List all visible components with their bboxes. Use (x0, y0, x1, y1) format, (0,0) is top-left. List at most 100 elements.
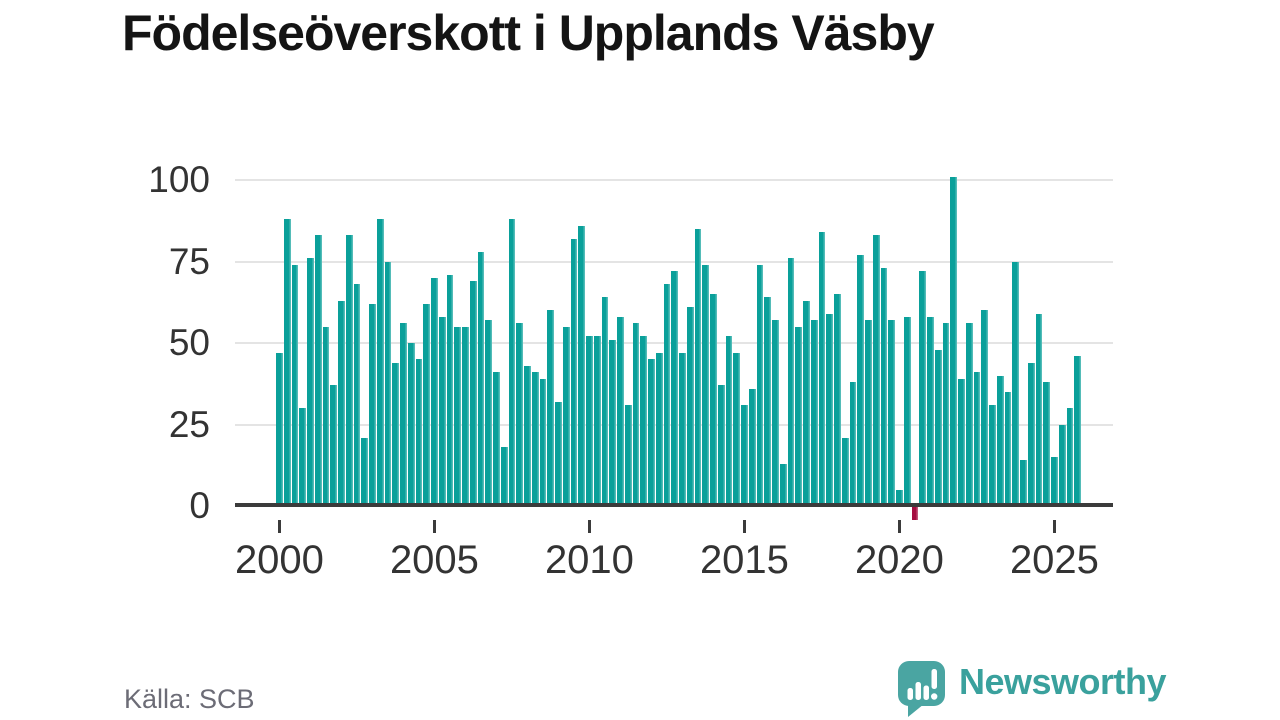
bar-2012-q2 (655, 352, 663, 506)
bar-2018-q2 (841, 437, 849, 506)
bar-2012-q1 (648, 359, 655, 506)
bar-2015-q2 (748, 388, 756, 506)
bar-2012-q3 (663, 284, 671, 506)
bar-2005-q2 (438, 316, 446, 506)
x-tick-2000 (277, 520, 281, 533)
bar-2014-q2 (717, 385, 725, 506)
bar-2015-q1 (741, 404, 748, 506)
bar-2009-q1 (555, 401, 562, 506)
bar-2023-q4 (1012, 261, 1020, 506)
bar-2005-q3 (446, 274, 454, 506)
bar-2006-q4 (485, 320, 493, 506)
bar-2022-q3 (973, 372, 981, 506)
bar-2000-q2 (283, 219, 291, 506)
bar-2000-q4 (299, 408, 307, 506)
bar-2018-q1 (834, 294, 841, 506)
bar-2001-q1 (307, 258, 314, 506)
bar-2024-q1 (1020, 460, 1027, 506)
bar-2005-q1 (431, 277, 438, 506)
x-axis-label-2010: 2010 (544, 538, 634, 582)
bar-2020-q4 (919, 271, 927, 506)
bar-2022-q1 (958, 378, 965, 506)
bar-2005-q4 (454, 326, 462, 506)
bar-2016-q4 (795, 326, 803, 506)
bar-2011-q4 (640, 336, 648, 506)
bar-2001-q4 (330, 385, 338, 506)
y-axis-label-50: 50 (168, 322, 210, 363)
bar-2008-q1 (524, 365, 531, 506)
bar-2024-q4 (1043, 382, 1051, 506)
bar-2018-q3 (849, 382, 857, 506)
bar-2009-q4 (578, 225, 586, 506)
bar-2007-q1 (493, 372, 500, 506)
bar-2004-q2 (407, 343, 415, 506)
bar-2019-q2 (872, 235, 880, 506)
bar-2002-q3 (353, 284, 361, 506)
bar-2017-q3 (818, 232, 826, 506)
bar-2007-q4 (516, 323, 524, 506)
bar-2024-q3 (1035, 313, 1043, 506)
bar-2013-q1 (679, 352, 686, 506)
bar-2020-q1 (896, 489, 903, 506)
gridline-75 (235, 260, 1113, 263)
bar-2006-q2 (469, 281, 477, 506)
newsworthy-logo: Newsworthy (897, 660, 1167, 718)
bar-2000-q1 (276, 352, 283, 506)
bar-2014-q4 (733, 352, 741, 506)
bar-2010-q4 (609, 339, 617, 506)
newsworthy-wordmark: Newsworthy (959, 661, 1167, 702)
bar-2017-q4 (826, 313, 834, 506)
bar-2010-q3 (601, 297, 609, 506)
bar-2010-q2 (593, 336, 601, 506)
bar-2018-q4 (857, 254, 865, 506)
x-axis-label-2000: 2000 (234, 538, 324, 582)
x-tick-2020 (897, 520, 901, 533)
bar-2025-q1 (1051, 457, 1058, 506)
bar-2021-q1 (927, 316, 934, 506)
x-tick-2010 (587, 520, 591, 533)
bar-2011-q1 (617, 316, 624, 506)
bar-2022-q2 (965, 323, 973, 506)
bar-2019-q4 (888, 320, 896, 506)
bar-2001-q3 (322, 326, 330, 506)
bar-2000-q3 (291, 264, 299, 506)
bar-2013-q3 (694, 228, 702, 506)
bar-2017-q2 (810, 320, 818, 506)
bar-2024-q2 (1027, 362, 1035, 506)
y-axis-label-25: 25 (168, 403, 210, 445)
bar-2016-q3 (787, 258, 795, 506)
newsworthy-logo-icon (897, 660, 947, 718)
bar-2011-q2 (624, 404, 632, 506)
bar-2025-q2 (1058, 424, 1066, 506)
bar-2004-q4 (423, 303, 431, 506)
bar-2020-q2 (903, 316, 911, 506)
bar-2012-q4 (671, 271, 679, 506)
bar-2015-q4 (764, 297, 772, 506)
bar-2003-q1 (369, 303, 376, 506)
bar-2022-q4 (981, 310, 989, 506)
x-axis-label-2015: 2015 (699, 538, 789, 582)
y-axis-label-0: 0 (189, 485, 210, 526)
bar-2023-q3 (1004, 391, 1012, 506)
bar-2011-q3 (632, 323, 640, 506)
x-axis-line (235, 502, 1113, 507)
bar-2019-q3 (880, 268, 888, 506)
bar-2021-q2 (934, 349, 942, 506)
bar-2004-q3 (415, 359, 423, 506)
bar-2020-q3 (911, 507, 919, 521)
bar-2008-q4 (547, 310, 555, 506)
bar-2002-q4 (361, 437, 369, 506)
x-tick-2005 (432, 520, 436, 533)
x-axis-label-2020: 2020 (854, 538, 944, 582)
bar-2014-q3 (725, 336, 733, 506)
bar-2004-q1 (400, 323, 407, 506)
bar-2007-q2 (500, 447, 508, 506)
bar-2003-q2 (376, 219, 384, 506)
bar-2013-q4 (702, 264, 710, 506)
x-axis-label-2005: 2005 (389, 538, 479, 582)
bar-2017-q1 (803, 300, 810, 506)
bar-2003-q3 (384, 261, 392, 506)
bar-2003-q4 (392, 362, 400, 506)
bar-2016-q1 (772, 320, 779, 506)
bar-2014-q1 (710, 294, 717, 506)
